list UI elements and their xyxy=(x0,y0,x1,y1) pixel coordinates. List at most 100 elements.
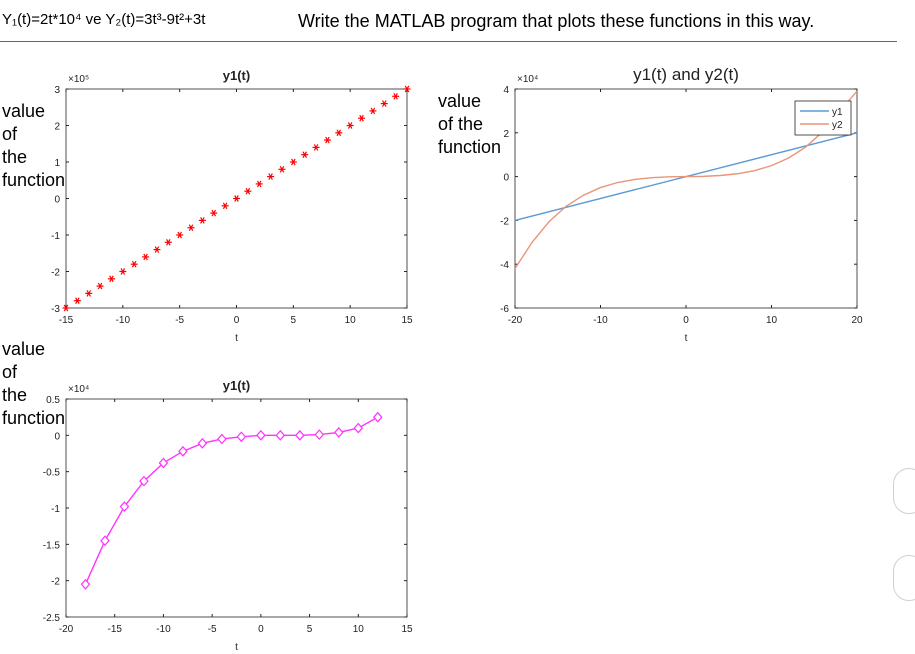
data-point xyxy=(369,107,377,115)
y-axis-note-plot2: value of the function xyxy=(438,91,502,157)
data-point xyxy=(142,253,150,261)
data-point xyxy=(176,231,184,239)
data-point-stroke xyxy=(109,275,114,283)
data-point-stroke xyxy=(336,129,342,137)
data-point-stroke xyxy=(347,122,353,129)
data-point xyxy=(314,429,325,441)
axis-exponent: ×10⁴ xyxy=(517,74,538,85)
x-tick-label: 5 xyxy=(307,624,313,635)
y-tick-label: 3 xyxy=(54,85,60,96)
data-point-stroke xyxy=(86,290,92,297)
data-point xyxy=(256,429,266,441)
axis-exponent: ×10⁴ xyxy=(68,384,89,395)
x-tick-label: 10 xyxy=(353,624,365,635)
y-tick-label: -1 xyxy=(51,504,60,515)
y-tick-label: -1.5 xyxy=(43,540,61,551)
data-point-stroke xyxy=(279,165,285,173)
data-point xyxy=(221,202,229,210)
data-point xyxy=(187,224,195,232)
x-tick-label: -10 xyxy=(116,315,131,326)
data-point xyxy=(323,136,331,144)
y-tick-label: 0 xyxy=(54,195,60,206)
data-point xyxy=(346,122,354,129)
data-point xyxy=(267,173,275,180)
x-tick-label: -20 xyxy=(59,624,74,635)
data-point-stroke xyxy=(291,158,296,166)
chart-title: y1(t) xyxy=(223,68,250,83)
x-tick-label: 0 xyxy=(234,315,240,326)
page-edge-button[interactable] xyxy=(893,555,915,601)
x-tick-label: -20 xyxy=(508,315,523,326)
chart-title: y1(t) and y2(t) xyxy=(633,65,739,84)
axis-exponent: ×10⁵ xyxy=(68,74,89,85)
data-point-stroke xyxy=(97,282,103,290)
data-point-stroke xyxy=(325,136,330,144)
data-point xyxy=(139,475,149,487)
data-point xyxy=(275,429,286,441)
data-point xyxy=(333,427,344,438)
data-point-stroke xyxy=(166,238,171,246)
x-tick-label: 0 xyxy=(683,315,689,326)
legend-box xyxy=(794,100,852,136)
page-edge-button[interactable] xyxy=(893,468,915,514)
data-point-stroke xyxy=(370,107,376,115)
data-point-stroke xyxy=(63,304,69,312)
data-point xyxy=(278,165,286,173)
data-point xyxy=(295,429,305,441)
data-point xyxy=(197,437,208,449)
data-point-stroke xyxy=(393,92,398,100)
data-point xyxy=(236,431,247,443)
x-axis-label: t xyxy=(235,333,238,344)
header-divider xyxy=(0,41,897,42)
data-point-stroke xyxy=(188,224,194,232)
data-point-stroke xyxy=(143,253,148,261)
data-point xyxy=(403,85,411,93)
y-tick-label: 2 xyxy=(54,122,60,133)
y-tick-label: 0 xyxy=(54,431,60,442)
data-point xyxy=(178,445,188,457)
data-point xyxy=(80,578,91,590)
chart-title: y1(t) xyxy=(223,378,250,393)
data-point xyxy=(255,180,263,188)
data-point-stroke xyxy=(211,209,217,217)
x-tick-label: -5 xyxy=(208,624,217,635)
data-point xyxy=(312,144,320,151)
question-header: Y₁(t)=2t*10⁴ ve Y₂(t)=3t³-9t²+3t Write t… xyxy=(0,0,915,42)
data-point xyxy=(153,246,161,253)
series-line-1 xyxy=(84,416,379,585)
data-point-stroke xyxy=(200,217,205,224)
y-axis-note-plot1: value of the function xyxy=(2,101,66,190)
data-point xyxy=(158,457,169,469)
data-point xyxy=(301,151,309,159)
data-point-stroke xyxy=(75,297,80,305)
data-point-stroke xyxy=(131,260,137,268)
x-tick-label: -5 xyxy=(175,315,184,326)
plot-area xyxy=(65,398,408,618)
y-tick-label: 0 xyxy=(503,173,509,184)
data-point xyxy=(217,433,227,445)
y-tick-label: -0.5 xyxy=(43,468,61,479)
x-tick-label: 20 xyxy=(851,315,863,326)
data-point-stroke xyxy=(245,187,251,195)
y-tick-label: -2 xyxy=(500,216,509,227)
y-tick-label: -6 xyxy=(500,304,509,315)
x-axis-label: t xyxy=(235,642,238,653)
y-tick-label: 2 xyxy=(503,129,509,140)
y-tick-label: -4 xyxy=(500,260,509,271)
x-tick-label: -10 xyxy=(593,315,608,326)
data-point xyxy=(100,535,110,547)
data-point xyxy=(380,100,388,107)
y-tick-label: -3 xyxy=(51,304,60,315)
data-point xyxy=(119,501,130,512)
y-tick-label: -1 xyxy=(51,231,60,242)
y-tick-label: 0.5 xyxy=(46,395,60,406)
x-tick-label: -10 xyxy=(156,624,171,635)
data-point xyxy=(119,268,127,275)
data-point-stroke xyxy=(268,173,273,180)
data-point-stroke xyxy=(222,202,228,210)
data-point xyxy=(392,92,400,100)
data-point-stroke xyxy=(234,195,239,202)
